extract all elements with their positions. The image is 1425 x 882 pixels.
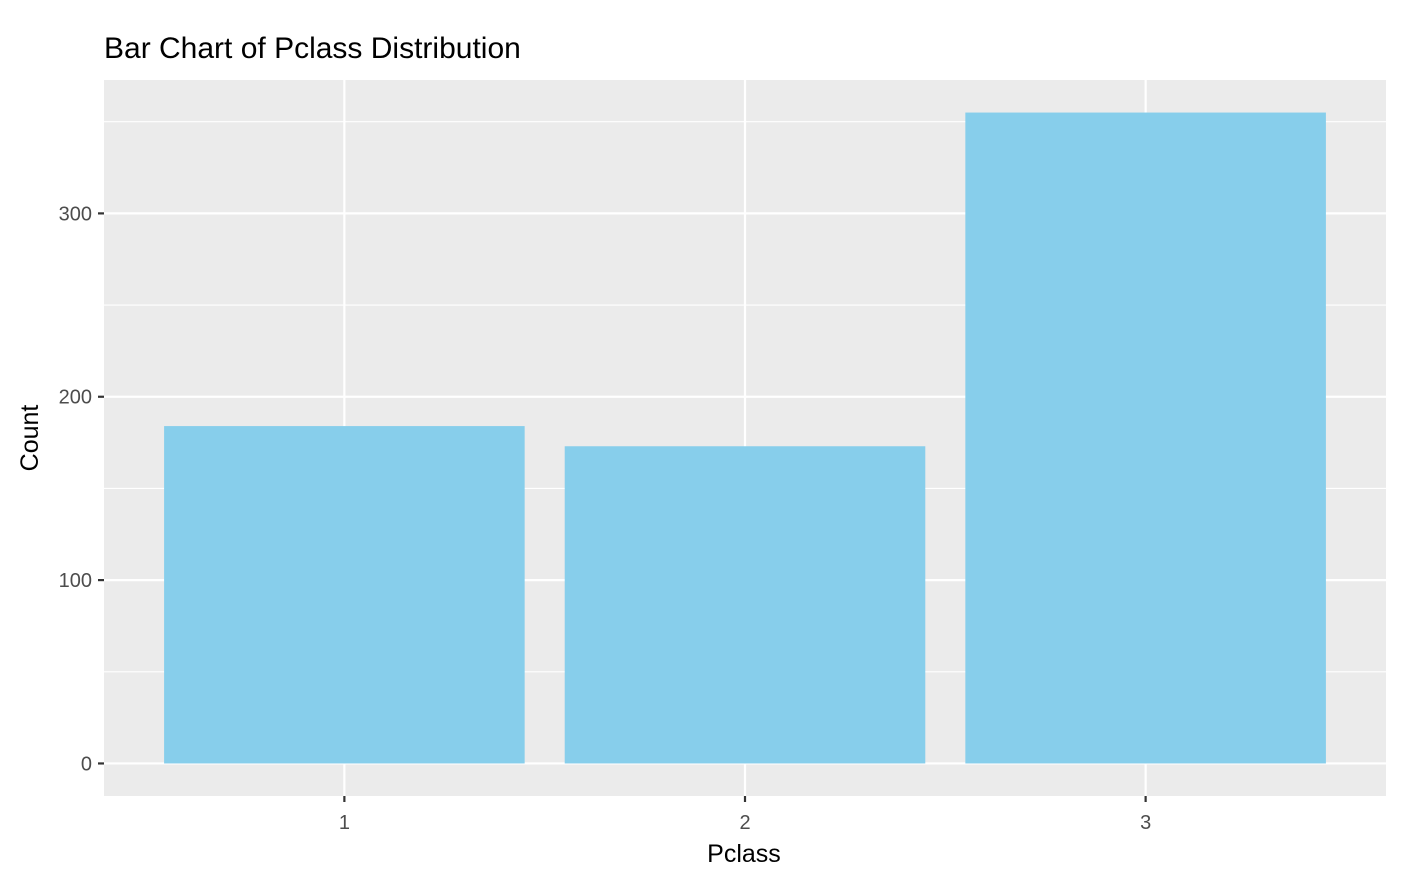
chart-title: Bar Chart of Pclass Distribution xyxy=(104,32,521,65)
y-axis-title: Count xyxy=(16,405,44,472)
y-tick-label: 0 xyxy=(81,753,92,775)
x-axis-ticks: 1 2 3 xyxy=(339,796,1151,834)
x-tick-label: 1 xyxy=(339,812,350,834)
y-tick-label: 300 xyxy=(59,203,92,225)
bars xyxy=(164,112,1326,764)
bar-1 xyxy=(164,426,525,764)
bar-3 xyxy=(965,112,1326,764)
y-tick-label: 100 xyxy=(59,570,92,592)
bar-2 xyxy=(564,446,926,764)
x-axis-title: Pclass xyxy=(707,840,781,868)
x-tick-label: 3 xyxy=(1140,812,1151,834)
y-tick-label: 200 xyxy=(59,387,92,409)
y-axis-ticks: 0 100 200 300 xyxy=(59,203,104,775)
x-tick-label: 2 xyxy=(739,812,750,834)
